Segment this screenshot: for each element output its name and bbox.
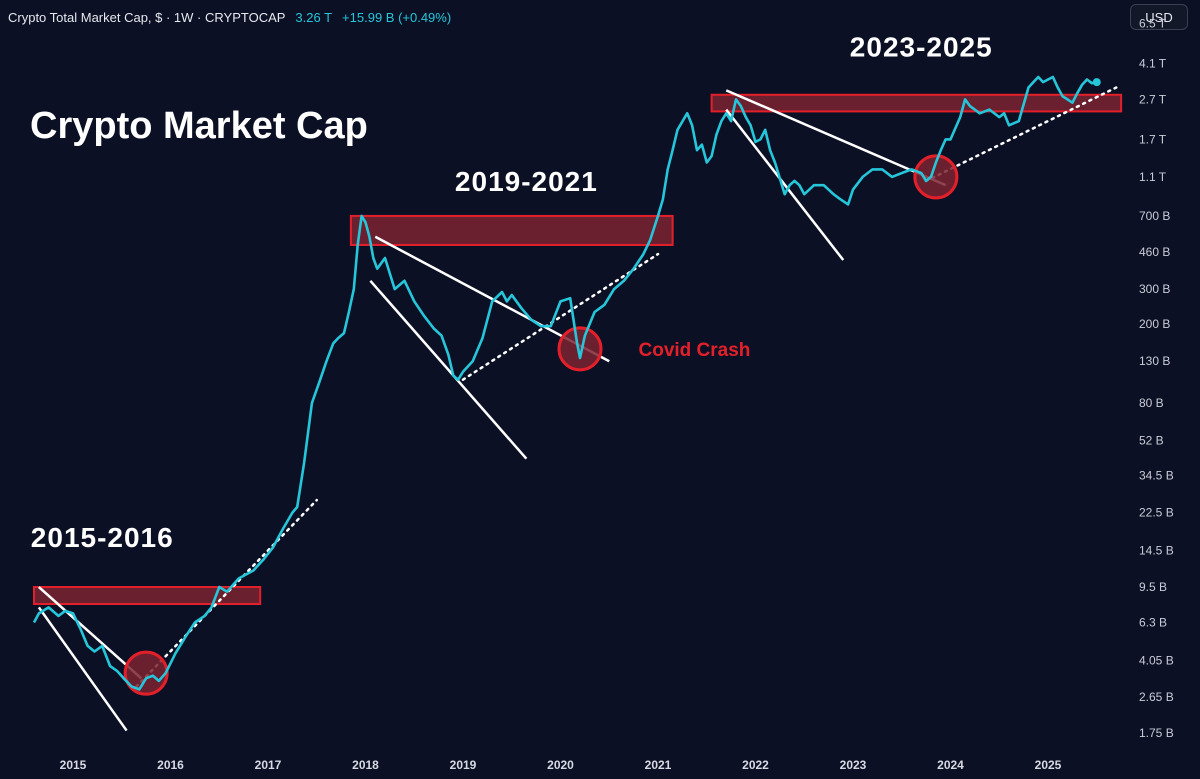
y-tick-label: 200 B	[1139, 317, 1170, 331]
x-tick-label: 2025	[1035, 758, 1062, 772]
y-tick-label: 700 B	[1139, 209, 1170, 223]
support-line-1	[135, 498, 318, 688]
y-tick-label: 1.75 B	[1139, 726, 1174, 740]
resistance-zone-3	[710, 93, 1123, 113]
y-tick-label: 2.65 B	[1139, 690, 1174, 704]
support-line-3	[924, 86, 1118, 183]
resistance-zone-2	[349, 214, 674, 246]
period-label: 2015-2016	[31, 522, 174, 553]
y-tick-label: 130 B	[1139, 354, 1170, 368]
x-tick-label: 2021	[645, 758, 672, 772]
wedge-line-2	[37, 606, 128, 732]
covid-crash-label: Covid Crash	[639, 340, 751, 361]
wedge-line-4	[369, 280, 528, 460]
y-tick-label: 1.1 T	[1139, 170, 1167, 184]
x-tick-label: 2017	[255, 758, 282, 772]
resistance-zone-1	[33, 586, 262, 606]
x-tick-label: 2023	[840, 758, 867, 772]
symbol-label[interactable]: Crypto Total Market Cap, $ · 1W · CRYPTO…	[8, 9, 286, 25]
y-tick-label: 4.05 B	[1139, 654, 1174, 668]
x-tick-label: 2016	[157, 758, 184, 772]
y-tick-label: 9.5 B	[1139, 580, 1167, 594]
y-tick-label: 14.5 B	[1139, 544, 1174, 558]
bounce-circle-3	[913, 154, 959, 200]
bounce-circle-1	[123, 650, 169, 696]
wedge-line-6	[725, 108, 845, 261]
resistance-zones	[33, 93, 1123, 606]
y-tick-label: 2.7 T	[1139, 92, 1167, 106]
x-tick-label: 2019	[450, 758, 477, 772]
y-tick-label: 80 B	[1139, 396, 1164, 410]
y-tick-label: 300 B	[1139, 282, 1170, 296]
x-tick-label: 2015	[60, 758, 87, 772]
x-tick-label: 2018	[352, 758, 379, 772]
x-tick-label: 2020	[547, 758, 574, 772]
chart-title: Crypto Market Cap	[30, 105, 368, 147]
period-label: 2023-2025	[850, 31, 993, 62]
price-change: +15.99 B (+0.49%)	[342, 9, 452, 25]
series-line-1	[32, 75, 1098, 691]
bounce-circle-2	[557, 326, 603, 372]
last-price: 3.26 T	[295, 9, 333, 25]
y-tick-label: 52 B	[1139, 433, 1164, 447]
currency-button[interactable]: USD	[1130, 4, 1188, 30]
annotations: 2015-2016 2019-2021 Covid Crash 2023-2025	[31, 31, 993, 553]
x-axis: 2015 2016 2017 2018 2019 2020 2021 2022 2023 2024…	[60, 758, 1062, 772]
last-point-dot	[1092, 78, 1101, 87]
x-tick-label: 2024	[937, 758, 964, 772]
wedge-line-1	[38, 586, 143, 680]
series-group	[32, 75, 1101, 691]
y-tick-label: 22.5 B	[1139, 506, 1174, 520]
y-tick-label: 6.3 B	[1139, 615, 1167, 629]
y-tick-label: 6.5 T	[1139, 17, 1167, 31]
period-label: 2019-2021	[455, 166, 598, 197]
y-tick-label: 4.1 T	[1139, 56, 1167, 70]
y-tick-label: 460 B	[1139, 245, 1170, 259]
x-tick-label: 2022	[742, 758, 769, 772]
chart-header: Crypto Total Market Cap, $ · 1W · CRYPTO…	[0, 0, 1128, 34]
y-tick-label: 1.7 T	[1139, 132, 1167, 146]
y-tick-label: 34.5 B	[1139, 469, 1174, 483]
bounce-circles	[123, 154, 959, 696]
